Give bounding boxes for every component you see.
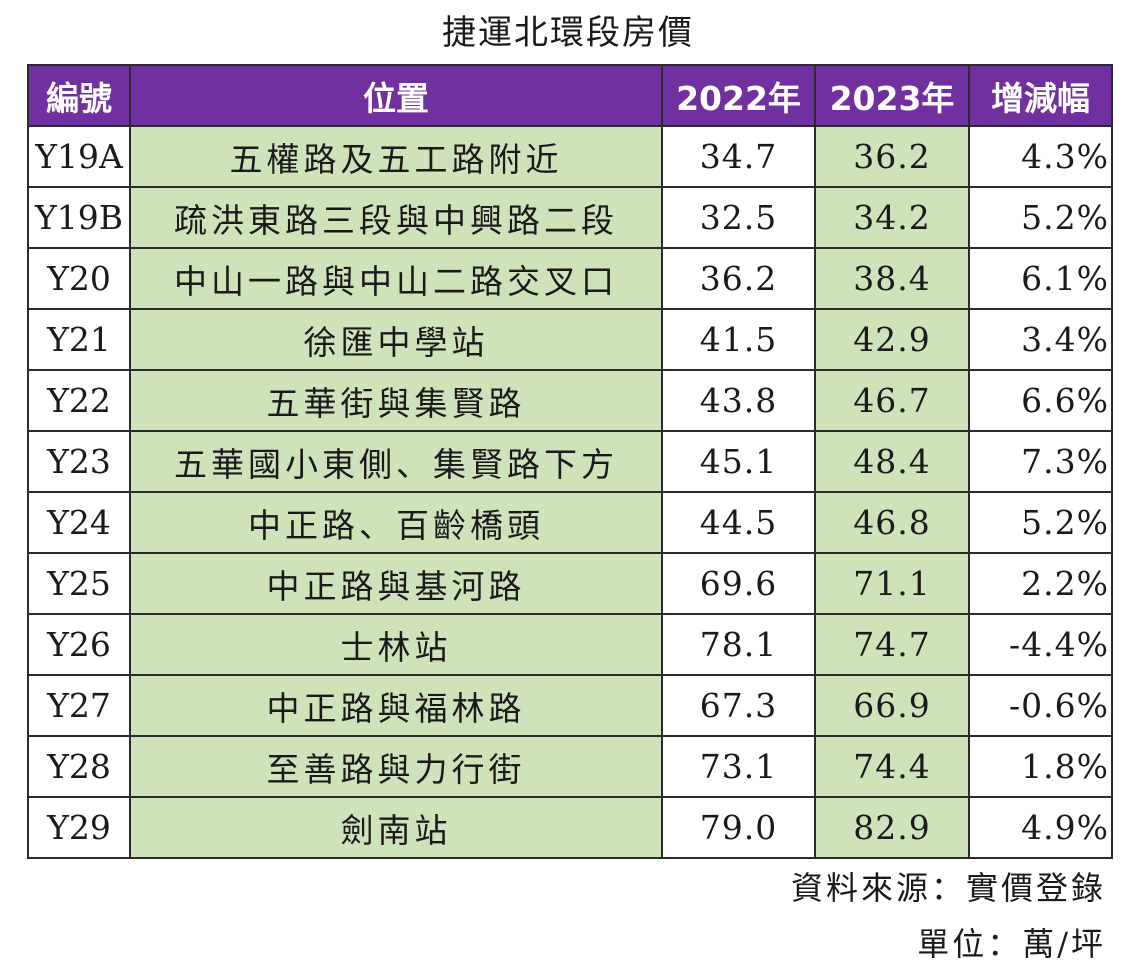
table-row: Y20 中山一路與中山二路交叉口 36.2 38.4 6.1% xyxy=(27,247,1113,310)
cell-location: 五權路及五工路附近 xyxy=(129,125,663,188)
cell-change: 1.8% xyxy=(968,735,1113,798)
cell-station-id: Y26 xyxy=(27,613,131,676)
cell-price-2023: 48.4 xyxy=(814,430,970,493)
table-row: Y23 五華國小東側、集賢路下方 45.1 48.4 7.3% xyxy=(27,430,1113,493)
cell-price-2023: 74.7 xyxy=(814,613,970,676)
cell-change: 5.2% xyxy=(968,491,1113,554)
cell-station-id: Y19A xyxy=(27,125,131,188)
cell-price-2023: 46.7 xyxy=(814,369,970,432)
cell-location: 劍南站 xyxy=(129,796,663,859)
table-row: Y26 士林站 78.1 74.7 -4.4% xyxy=(27,613,1113,676)
cell-change: 4.3% xyxy=(968,125,1113,188)
cell-station-id: Y27 xyxy=(27,674,131,737)
cell-price-2022: 67.3 xyxy=(661,674,816,737)
cell-price-2022: 41.5 xyxy=(661,308,816,371)
cell-change: 4.9% xyxy=(968,796,1113,859)
cell-change: 5.2% xyxy=(968,186,1113,249)
cell-location: 中正路與福林路 xyxy=(129,674,663,737)
cell-location: 五華街與集賢路 xyxy=(129,369,663,432)
cell-price-2022: 73.1 xyxy=(661,735,816,798)
price-table: 編號 位置 2022年 2023年 增減幅 Y19A 五權路及五工路附近 34.7 3… xyxy=(27,64,1113,859)
cell-price-2023: 34.2 xyxy=(814,186,970,249)
header-location: 位置 xyxy=(129,64,663,127)
cell-price-2023: 36.2 xyxy=(814,125,970,188)
table-row: Y29 劍南站 79.0 82.9 4.9% xyxy=(27,796,1113,859)
data-source-note: 資料來源：實價登錄 xyxy=(790,869,1106,907)
cell-price-2023: 74.4 xyxy=(814,735,970,798)
table-row: Y21 徐匯中學站 41.5 42.9 3.4% xyxy=(27,308,1113,371)
cell-change: -0.6% xyxy=(968,674,1113,737)
cell-location: 中正路、百齡橋頭 xyxy=(129,491,663,554)
page-title: 捷運北環段房價 xyxy=(442,13,694,53)
cell-price-2023: 66.9 xyxy=(814,674,970,737)
table-row: Y22 五華街與集賢路 43.8 46.7 6.6% xyxy=(27,369,1113,432)
cell-price-2022: 78.1 xyxy=(661,613,816,676)
cell-station-id: Y19B xyxy=(27,186,131,249)
cell-price-2022: 69.6 xyxy=(661,552,816,615)
cell-change: 2.2% xyxy=(968,552,1113,615)
cell-location: 五華國小東側、集賢路下方 xyxy=(129,430,663,493)
header-change: 增減幅 xyxy=(968,64,1113,127)
table-header-row: 編號 位置 2022年 2023年 增減幅 xyxy=(27,64,1113,127)
cell-price-2022: 36.2 xyxy=(661,247,816,310)
cell-price-2023: 46.8 xyxy=(814,491,970,554)
cell-change: 7.3% xyxy=(968,430,1113,493)
header-2022: 2022年 xyxy=(661,64,816,127)
cell-price-2023: 38.4 xyxy=(814,247,970,310)
cell-location: 疏洪東路三段與中興路二段 xyxy=(129,186,663,249)
cell-station-id: Y23 xyxy=(27,430,131,493)
table-row: Y19B 疏洪東路三段與中興路二段 32.5 34.2 5.2% xyxy=(27,186,1113,249)
cell-location: 至善路與力行街 xyxy=(129,735,663,798)
cell-station-id: Y20 xyxy=(27,247,131,310)
cell-price-2022: 32.5 xyxy=(661,186,816,249)
cell-location: 中正路與基河路 xyxy=(129,552,663,615)
cell-price-2022: 34.7 xyxy=(661,125,816,188)
header-id: 編號 xyxy=(27,64,131,127)
cell-change: 6.6% xyxy=(968,369,1113,432)
cell-price-2023: 71.1 xyxy=(814,552,970,615)
cell-station-id: Y21 xyxy=(27,308,131,371)
table-row: Y19A 五權路及五工路附近 34.7 36.2 4.3% xyxy=(27,125,1113,188)
cell-change: 6.1% xyxy=(968,247,1113,310)
cell-station-id: Y29 xyxy=(27,796,131,859)
table-row: Y28 至善路與力行街 73.1 74.4 1.8% xyxy=(27,735,1113,798)
cell-price-2022: 43.8 xyxy=(661,369,816,432)
table-row: Y25 中正路與基河路 69.6 71.1 2.2% xyxy=(27,552,1113,615)
cell-price-2022: 79.0 xyxy=(661,796,816,859)
cell-station-id: Y22 xyxy=(27,369,131,432)
cell-price-2022: 44.5 xyxy=(661,491,816,554)
header-2023: 2023年 xyxy=(814,64,970,127)
cell-price-2023: 82.9 xyxy=(814,796,970,859)
table-body: Y19A 五權路及五工路附近 34.7 36.2 4.3% Y19B 疏洪東路三段與中興路二… xyxy=(27,125,1113,859)
cell-change: 3.4% xyxy=(968,308,1113,371)
cell-location: 中山一路與中山二路交叉口 xyxy=(129,247,663,310)
cell-location: 徐匯中學站 xyxy=(129,308,663,371)
cell-change: -4.4% xyxy=(968,613,1113,676)
unit-note: 單位：萬/坪 xyxy=(917,925,1106,963)
cell-location: 士林站 xyxy=(129,613,663,676)
cell-station-id: Y25 xyxy=(27,552,131,615)
cell-station-id: Y24 xyxy=(27,491,131,554)
cell-station-id: Y28 xyxy=(27,735,131,798)
cell-price-2023: 42.9 xyxy=(814,308,970,371)
table-row: Y24 中正路、百齡橋頭 44.5 46.8 5.2% xyxy=(27,491,1113,554)
cell-price-2022: 45.1 xyxy=(661,430,816,493)
table-row: Y27 中正路與福林路 67.3 66.9 -0.6% xyxy=(27,674,1113,737)
